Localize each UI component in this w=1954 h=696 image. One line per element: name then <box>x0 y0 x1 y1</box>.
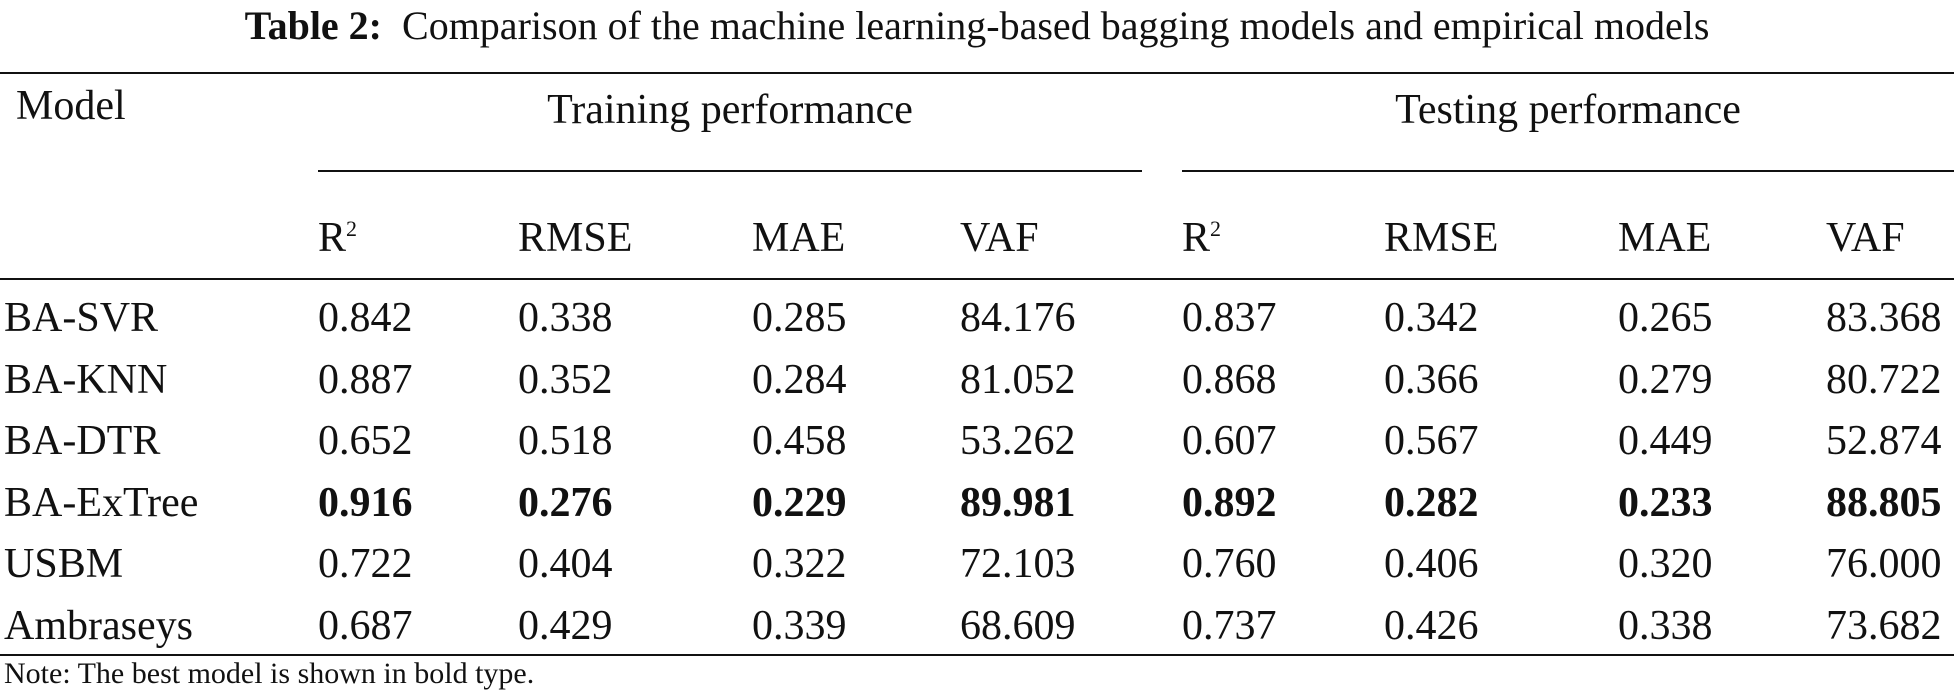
row-value-cell: 0.322 <box>752 541 847 587</box>
row-value-cell: 0.518 <box>518 418 613 464</box>
row-value-cell: 68.609 <box>960 603 1076 649</box>
row-value-cell: 0.842 <box>318 295 413 341</box>
test-vaf-header: VAF <box>1826 215 1905 261</box>
table-bottom-rule <box>0 654 1954 656</box>
train-r2-superscript: 2 <box>346 216 358 241</box>
row-value-cell: 88.805 <box>1826 480 1942 526</box>
row-value-cell: 0.342 <box>1384 295 1479 341</box>
row-value-cell: 84.176 <box>960 295 1076 341</box>
row-value-cell: 0.233 <box>1618 480 1713 526</box>
table-caption: Table 2: Comparison of the machine learn… <box>0 2 1954 50</box>
row-value-cell: 0.279 <box>1618 357 1713 403</box>
row-value-cell: 0.339 <box>752 603 847 649</box>
row-value-cell: 0.887 <box>318 357 413 403</box>
row-value-cell: 0.265 <box>1618 295 1713 341</box>
row-value-cell: 0.458 <box>752 418 847 464</box>
header-bottom-rule <box>0 278 1954 280</box>
train-vaf-header: VAF <box>960 215 1039 261</box>
row-value-cell: 73.682 <box>1826 603 1942 649</box>
row-value-cell: 0.426 <box>1384 603 1479 649</box>
table-caption-label: Table 2: <box>244 3 383 48</box>
test-r2-header: R2 <box>1182 215 1222 261</box>
row-value-cell: 80.722 <box>1826 357 1942 403</box>
row-value-cell: 0.429 <box>518 603 613 649</box>
row-value-cell: 0.338 <box>1618 603 1713 649</box>
test-r2-superscript: 2 <box>1210 216 1222 241</box>
test-rmse-header: RMSE <box>1384 215 1499 261</box>
row-value-cell: 0.276 <box>518 480 613 526</box>
row-value-cell: 0.607 <box>1182 418 1277 464</box>
train-r2-header: R2 <box>318 215 358 261</box>
row-model-name: BA-SVR <box>4 295 159 341</box>
row-model-name: BA-DTR <box>4 418 161 464</box>
row-value-cell: 52.874 <box>1826 418 1942 464</box>
row-value-cell: 0.282 <box>1384 480 1479 526</box>
row-value-cell: 0.285 <box>752 295 847 341</box>
row-value-cell: 72.103 <box>960 541 1076 587</box>
row-value-cell: 0.567 <box>1384 418 1479 464</box>
row-value-cell: 0.366 <box>1384 357 1479 403</box>
row-value-cell: 0.837 <box>1182 295 1277 341</box>
training-group-rule <box>318 170 1142 172</box>
row-value-cell: 0.652 <box>318 418 413 464</box>
row-value-cell: 89.981 <box>960 480 1076 526</box>
row-value-cell: 0.229 <box>752 480 847 526</box>
row-value-cell: 0.352 <box>518 357 613 403</box>
table-caption-text: Comparison of the machine learning-based… <box>402 3 1710 48</box>
row-value-cell: 0.722 <box>318 541 413 587</box>
train-mae-header: MAE <box>752 215 846 261</box>
row-value-cell: 0.320 <box>1618 541 1713 587</box>
row-value-cell: 0.760 <box>1182 541 1277 587</box>
row-value-cell: 83.368 <box>1826 295 1942 341</box>
testing-performance-header: Testing performance <box>1395 87 1741 133</box>
row-model-name: BA-ExTree <box>4 480 199 526</box>
row-value-cell: 0.338 <box>518 295 613 341</box>
row-value-cell: 0.406 <box>1384 541 1479 587</box>
row-model-name: BA-KNN <box>4 357 168 403</box>
row-value-cell: 0.868 <box>1182 357 1277 403</box>
row-value-cell: 76.000 <box>1826 541 1942 587</box>
row-value-cell: 53.262 <box>960 418 1076 464</box>
row-value-cell: 0.404 <box>518 541 613 587</box>
row-value-cell: 0.916 <box>318 480 413 526</box>
row-model-name: USBM <box>4 541 124 587</box>
train-rmse-header: RMSE <box>518 215 633 261</box>
table-note: Note: The best model is shown in bold ty… <box>4 657 535 690</box>
test-mae-header: MAE <box>1618 215 1712 261</box>
training-performance-header: Training performance <box>547 87 913 133</box>
model-column-header: Model <box>16 83 126 129</box>
row-value-cell: 0.892 <box>1182 480 1277 526</box>
row-value-cell: 0.284 <box>752 357 847 403</box>
row-value-cell: 0.737 <box>1182 603 1277 649</box>
testing-group-rule <box>1182 170 1954 172</box>
row-model-name: Ambraseys <box>4 603 193 649</box>
row-value-cell: 0.687 <box>318 603 413 649</box>
row-value-cell: 81.052 <box>960 357 1076 403</box>
top-rule <box>0 72 1954 74</box>
row-value-cell: 0.449 <box>1618 418 1713 464</box>
